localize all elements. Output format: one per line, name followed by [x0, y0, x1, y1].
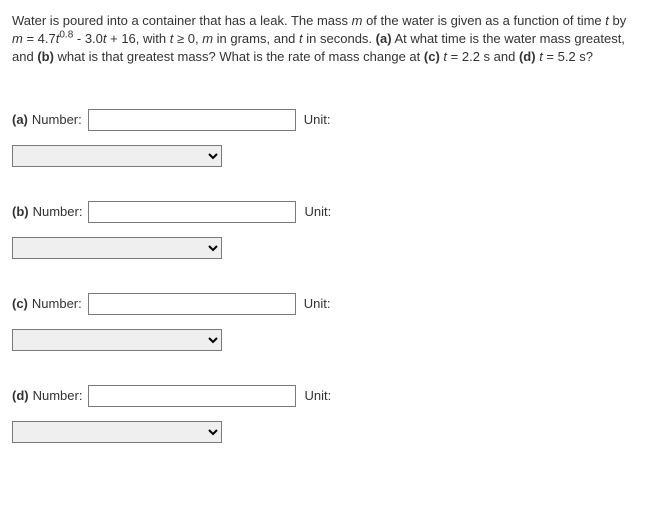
part-b-unit-row — [12, 237, 638, 259]
part-b-number-input[interactable] — [88, 201, 296, 223]
part-c-number-row: (c) Number: Unit: — [12, 293, 638, 315]
q-text: = 2.2 s and — [447, 49, 519, 64]
var-m: m — [352, 13, 363, 28]
q-text: + 16, with — [107, 31, 170, 46]
number-label: Number: — [32, 296, 82, 311]
part-d-unit-select[interactable] — [12, 421, 222, 443]
part-a-number-row: (a) Number: Unit: — [12, 109, 638, 131]
unit-label: Unit: — [304, 388, 331, 403]
part-c-unit-select[interactable] — [12, 329, 222, 351]
unit-label: Unit: — [304, 204, 331, 219]
number-label: Number: — [33, 204, 83, 219]
part-d-number-row: (d) Number: Unit: — [12, 385, 638, 407]
var-m: m — [202, 31, 213, 46]
q-text: in grams, and — [213, 31, 299, 46]
var-m: m — [12, 31, 23, 46]
part-d-label: (d) — [12, 388, 29, 403]
q-text: of the water is given as a function of t… — [362, 13, 605, 28]
q-text: = 4.7 — [23, 31, 56, 46]
q-text: = 5.2 s? — [543, 49, 593, 64]
part-marker-d: (d) — [519, 49, 536, 64]
part-d-unit-row — [12, 421, 638, 443]
part-b-label: (b) — [12, 204, 29, 219]
part-a-unit-select[interactable] — [12, 145, 222, 167]
exponent: 0.8 — [59, 30, 73, 41]
part-c-label: (c) — [12, 296, 28, 311]
part-c-number-input[interactable] — [88, 293, 296, 315]
q-text: in seconds. — [303, 31, 376, 46]
part-d-number-input[interactable] — [88, 385, 296, 407]
q-text: what is that greatest mass? What is the … — [54, 49, 424, 64]
q-text: ≥ 0, — [173, 31, 202, 46]
part-marker-c: (c) — [424, 49, 440, 64]
part-a-label: (a) — [12, 112, 28, 127]
part-b-unit-select[interactable] — [12, 237, 222, 259]
part-a-unit-row — [12, 145, 638, 167]
q-text: Water is poured into a container that ha… — [12, 13, 352, 28]
part-c-unit-row — [12, 329, 638, 351]
unit-label: Unit: — [304, 112, 331, 127]
q-text: - 3.0 — [73, 31, 103, 46]
q-text: by — [609, 13, 626, 28]
question-text: Water is poured into a container that ha… — [12, 12, 638, 67]
part-marker-a: (a) — [376, 31, 392, 46]
part-a-number-input[interactable] — [88, 109, 296, 131]
number-label: Number: — [33, 388, 83, 403]
number-label: Number: — [32, 112, 82, 127]
part-marker-b: (b) — [37, 49, 54, 64]
part-b-number-row: (b) Number: Unit: — [12, 201, 638, 223]
unit-label: Unit: — [304, 296, 331, 311]
